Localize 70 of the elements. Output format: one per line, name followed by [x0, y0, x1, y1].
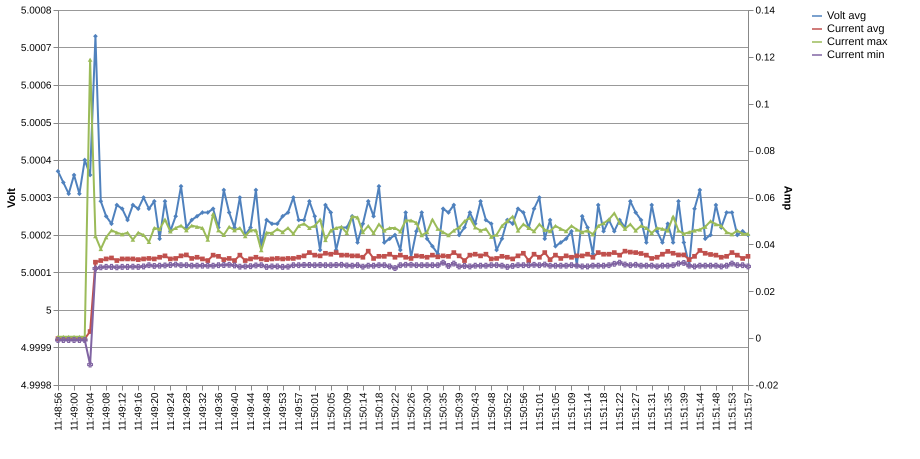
- y-tick-label: 5.0006: [20, 80, 52, 92]
- x-tick-label: 11:49:04: [86, 392, 97, 431]
- x-tick-label: 11:51:14: [583, 392, 594, 431]
- x-tick-label: 11:50:52: [502, 392, 514, 431]
- x-tick-label: 11:51:09: [566, 392, 578, 431]
- legend-label: Current avg: [827, 23, 884, 35]
- x-tick-label: 11:49:08: [102, 392, 113, 431]
- x-tick-label: 11:50:48: [486, 392, 498, 431]
- x-tick-label: 11:50:30: [422, 392, 434, 431]
- x-tick-label: 11:50:22: [390, 392, 402, 431]
- x-tick-label: 11:49:24: [166, 392, 177, 431]
- x-tick-label: 11:51:27: [631, 392, 642, 431]
- y2-tick-label: 0: [756, 334, 762, 345]
- y2-tick-label: 0.04: [756, 240, 776, 251]
- x-tick-label: 11:50:18: [374, 392, 386, 431]
- x-tick-label: 11:49:57: [294, 392, 306, 431]
- x-tick-label: 11:51:39: [679, 392, 690, 431]
- x-tick-label: 11:50:01: [310, 392, 322, 431]
- y2-tick-label: 0.08: [756, 146, 776, 158]
- y-tick-label: 5.0005: [20, 118, 52, 129]
- y2-tick-label: 0.06: [756, 193, 776, 204]
- x-tick-label: 11:51:44: [695, 392, 706, 431]
- x-tick-label: 11:51:48: [711, 392, 722, 431]
- x-tick-label: 11:51:57: [744, 392, 754, 431]
- y-tick-label: 5.0001: [20, 268, 52, 279]
- x-tick-label: 11:50:09: [342, 392, 354, 431]
- y-tick-label: 5.0002: [20, 230, 52, 242]
- x-tick-label: 11:49:48: [262, 392, 274, 431]
- x-tick-label: 11:49:12: [118, 392, 129, 431]
- x-tick-label: 11:50:26: [406, 392, 418, 431]
- x-tick-label: 11:49:00: [70, 392, 81, 431]
- y2-tick-label: 0.02: [756, 286, 776, 298]
- x-tick-label: 11:51:22: [615, 392, 626, 431]
- y-tick-label: 5.0007: [20, 43, 52, 54]
- x-tick-label: 11:49:16: [134, 392, 145, 431]
- x-tick-label: 11:49:28: [182, 392, 193, 431]
- x-tick-label: 11:50:43: [470, 392, 482, 431]
- y-tick-label: 5.0008: [20, 6, 52, 16]
- x-tick-label: 11:49:32: [198, 392, 209, 431]
- x-tick-label: 11:51:53: [727, 392, 738, 431]
- y-tick-label: 5: [46, 306, 52, 316]
- x-tick-label: 11:50:39: [454, 392, 466, 431]
- x-tick-label: 11:49:36: [214, 392, 225, 431]
- y-tick-label: 5.0003: [20, 193, 52, 204]
- x-tick-label: 11:50:05: [326, 392, 338, 431]
- x-tick-label: 11:50:56: [518, 392, 530, 431]
- legend-label: Current min: [827, 49, 884, 61]
- x-tick-label: 11:49:20: [150, 392, 161, 431]
- x-tick-label: 11:48:56: [54, 392, 64, 431]
- y-tick-label: 4.9999: [20, 343, 52, 354]
- y-axis-title: Volt: [6, 188, 18, 208]
- x-tick-label: 11:51:01: [534, 392, 546, 431]
- y2-tick-label: 0.14: [756, 6, 776, 16]
- y2-tick-label: -0.02: [756, 380, 779, 392]
- x-tick-label: 11:50:35: [438, 392, 450, 431]
- y-tick-label: 4.9998: [20, 380, 52, 392]
- x-tick-label: 11:49:40: [230, 392, 242, 431]
- x-tick-label: 11:49:44: [246, 392, 258, 431]
- x-tick-label: 11:51:18: [599, 392, 610, 431]
- y2-tick-label: 0.12: [756, 52, 776, 64]
- y-tick-label: 5.0004: [20, 156, 52, 166]
- y2-tick-label: 0.1: [756, 99, 770, 110]
- x-tick-label: 11:51:05: [550, 392, 562, 431]
- x-tick-label: 11:49:53: [278, 392, 290, 431]
- x-tick-label: 11:50:14: [358, 392, 370, 431]
- x-tick-label: 11:51:35: [663, 392, 674, 431]
- legend-label: Current max: [827, 36, 888, 48]
- legend-label: Volt avg: [827, 10, 866, 22]
- y2-axis-title: Amp: [781, 186, 794, 210]
- x-tick-label: 11:51:31: [647, 392, 658, 431]
